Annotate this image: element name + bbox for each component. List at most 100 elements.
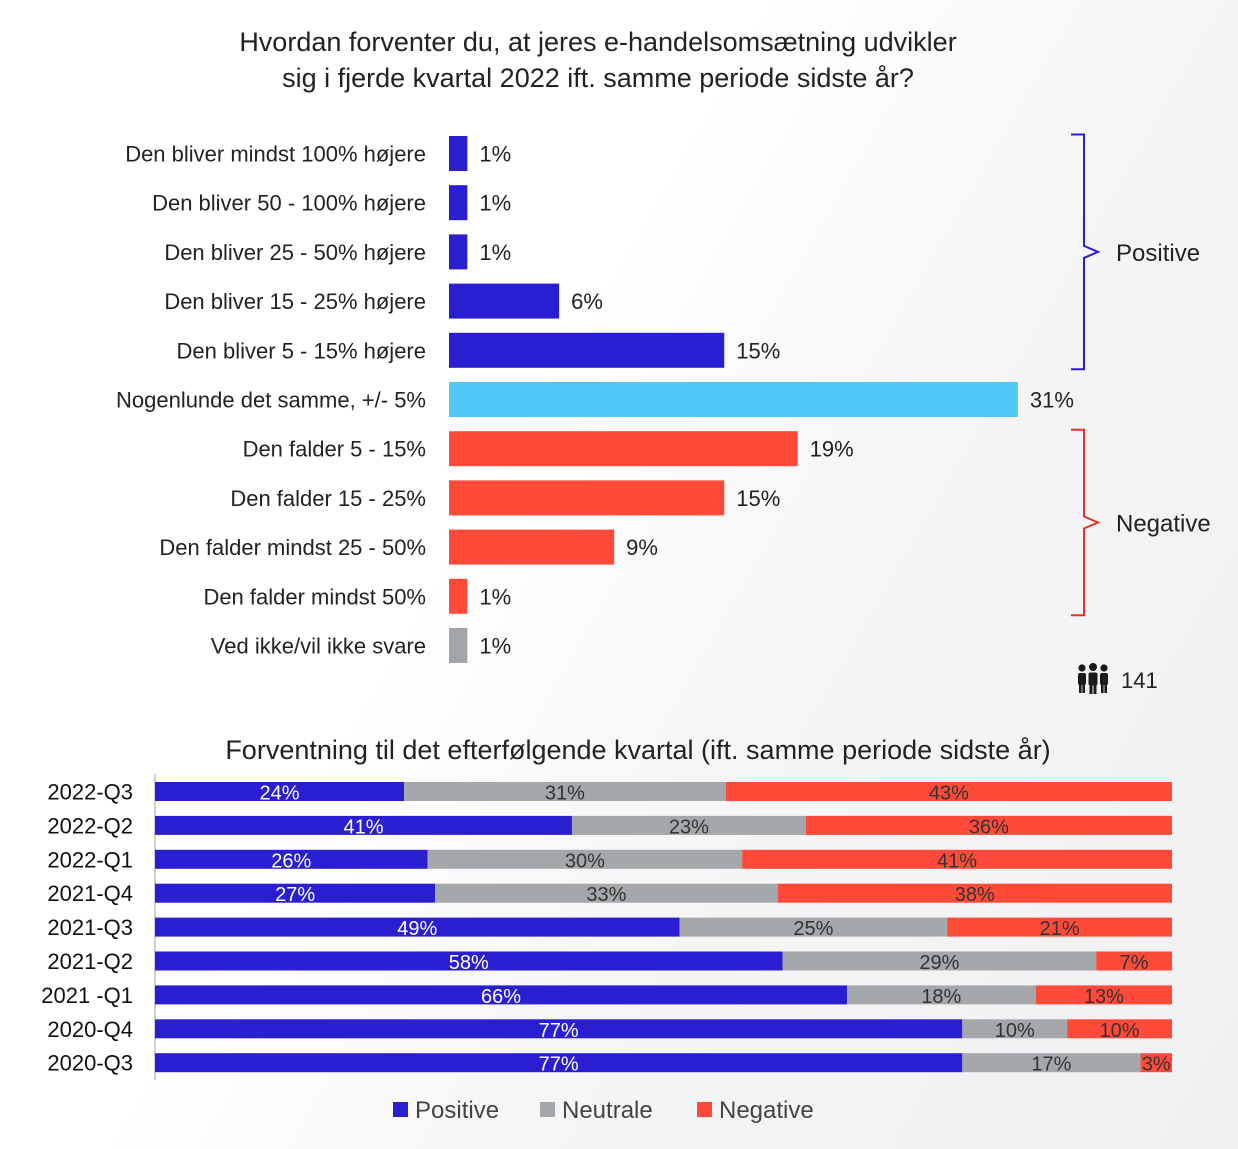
segment-label: 26% [271,850,311,872]
bracket [1071,133,1101,371]
segment-label: 17% [1031,1054,1071,1076]
stack-segment [155,849,428,869]
stack-segment [742,849,1172,869]
stack-segment [1096,951,1172,971]
segment-label: 36% [969,816,1009,838]
data-label: 1% [479,584,511,609]
bar [449,234,468,270]
segment-label: 77% [539,1020,579,1042]
category-label: Den bliver 5 - 15% højere [177,338,426,363]
bar [449,382,1018,417]
segment-label: 25% [793,918,833,940]
segment-label: 31% [545,783,585,805]
legend-label: Neutrale [562,1097,653,1124]
data-label: 9% [626,535,658,560]
bar [449,480,725,516]
stack-segment [435,883,778,903]
chart-legend: Positive Neutrale Negative [393,1097,814,1124]
data-label: 6% [571,289,603,314]
stack-segment [805,815,1172,835]
segment-label: 7% [1120,952,1149,974]
data-label: 15% [736,338,780,363]
category-label: Den bliver mindst 100% højere [125,142,426,167]
respondent-count: 141 [1121,668,1158,693]
quarter-label: 2020-Q3 [47,1051,133,1076]
chart-title-line-1: Hvordan forventer du, at jeres e-handels… [239,27,956,57]
bar [449,431,798,467]
quarter-label: 2022-Q2 [47,813,133,838]
bar [449,628,468,663]
legend-swatch [540,1102,555,1117]
category-label: Den bliver 15 - 25% højere [164,289,426,314]
stack-segment [1067,1019,1172,1039]
segment-label: 30% [565,850,605,872]
segment-label: 10% [1100,1020,1140,1042]
bar [449,283,560,319]
quarter-label: 2021-Q2 [47,949,133,974]
legend-swatch [393,1102,408,1117]
stack-segment [155,951,783,971]
stack-segment [1140,1053,1172,1073]
category-label: Den falder mindst 50% [203,584,426,609]
stacked-chart-title: Forventning til det efterfølgende kvarta… [225,735,1050,765]
segment-label: 24% [260,783,300,805]
segment-label: 43% [929,783,969,805]
stack-segment [571,815,806,835]
segment-label: 49% [397,918,437,940]
segment-label: 38% [955,884,995,906]
stacked-bar-chart: 2022-Q3 24% 31% 43% 2022-Q2 41% 23% 36% 2022-Q1 2… [41,780,1172,1076]
bar [449,185,468,221]
stack-segment [155,1019,963,1039]
data-label: 1% [479,142,511,167]
data-label: 1% [479,240,511,265]
stack-segment [155,917,680,937]
stack-segment [846,985,1036,1005]
category-label: Ved ikke/vil ikke svare [211,634,426,659]
data-label: 1% [479,191,511,216]
stack-segment [725,782,1172,801]
data-label: 19% [810,437,854,462]
category-label: Den bliver 50 - 100% højere [152,191,426,216]
legend-label: Positive [415,1097,499,1124]
segment-label: 33% [586,884,626,906]
legend-swatch [697,1102,712,1117]
data-label: 31% [1030,388,1074,413]
bar [449,332,725,368]
stack-segment [1035,985,1172,1005]
chart-title-line-2: sig i fjerde kvartal 2022 ift. samme per… [282,63,914,93]
stack-segment [962,1019,1068,1039]
top-bar-chart: Den bliver mindst 100% højere 1% Den blive… [116,136,1074,663]
segment-label: 29% [919,952,959,974]
category-label: Den falder 15 - 25% [230,486,426,511]
quarter-label: 2022-Q1 [47,847,133,872]
bar [449,578,468,614]
category-label: Nogenlunde det samme, +/- 5% [116,388,426,413]
stack-segment [962,1053,1141,1073]
segment-label: 66% [481,986,521,1008]
category-label: Den falder mindst 25 - 50% [159,535,426,560]
stack-segment [782,951,1097,971]
segment-label: 77% [539,1054,579,1076]
segment-label: 27% [275,884,315,906]
segment-label: 18% [921,986,961,1008]
bracket [1071,428,1101,617]
segment-label: 23% [669,816,709,838]
quarter-label: 2021-Q4 [47,881,133,906]
bar [449,529,615,565]
segment-label: 58% [449,952,489,974]
data-label: 1% [479,634,511,659]
legend-label: Negative [719,1097,814,1124]
stack-segment [679,917,948,937]
stack-segment [777,883,1172,903]
group-brackets: Positive Negative [1071,133,1211,617]
bracket-label: Negative [1116,511,1211,538]
category-label: Den bliver 25 - 50% højere [164,240,426,265]
stack-segment [155,985,847,1005]
quarter-label: 2022-Q3 [47,780,133,805]
quarter-label: 2020-Q4 [47,1017,133,1042]
stack-segment [427,849,743,869]
segment-label: 41% [937,850,977,872]
segment-label: 10% [995,1020,1035,1042]
stack-segment [947,917,1172,937]
